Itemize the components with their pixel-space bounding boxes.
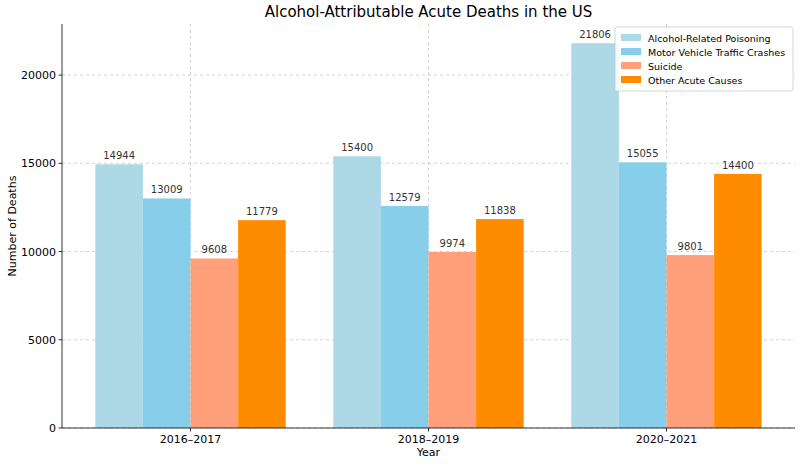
y-tick [59, 428, 63, 429]
y-tick-label: 15000 [21, 157, 56, 170]
axes: 0 5000 10000 15000 20000 2016–2017 2018–2019 20… [21, 24, 795, 446]
y-tick-label: 10000 [21, 246, 56, 259]
bar [381, 206, 429, 428]
y-tick [59, 339, 63, 340]
data-label: 11838 [484, 205, 516, 216]
y-tick [59, 75, 63, 76]
data-label: 15055 [627, 148, 659, 159]
data-label: 14944 [103, 150, 135, 161]
data-label: 9801 [678, 241, 703, 252]
grid [62, 24, 795, 428]
legend-label: Suicide [648, 61, 683, 72]
data-label: 21806 [579, 29, 611, 40]
legend-label: Other Acute Causes [648, 75, 742, 86]
bar [238, 220, 286, 428]
legend-swatch [621, 62, 641, 69]
x-tick [428, 428, 429, 432]
data-label: 9974 [440, 238, 465, 249]
x-tick [666, 428, 667, 432]
bar [143, 198, 191, 428]
x-tick-label: 2016–2017 [160, 433, 222, 446]
bar [714, 174, 762, 428]
legend-label: Alcohol-Related Poisoning [648, 33, 771, 44]
data-label: 11779 [246, 206, 278, 217]
bars [95, 43, 761, 428]
y-tick [59, 251, 63, 252]
bar [333, 156, 381, 428]
title: Alcohol-Attributable Acute Deaths in the… [265, 3, 593, 21]
y-axis-label: Number of Deaths [6, 175, 19, 276]
legend: Alcohol-Related Poisoning Motor Vehicle T… [615, 27, 793, 91]
bar [666, 255, 714, 428]
x-tick [190, 428, 191, 432]
legend-box [615, 27, 793, 91]
data-label: 12579 [389, 192, 421, 203]
y-tick-label: 20000 [21, 69, 56, 82]
data-label: 14400 [722, 160, 754, 171]
x-axis-label: Year [416, 446, 441, 459]
bar [191, 258, 239, 428]
data-label: 15400 [341, 142, 373, 153]
data-label: 13009 [151, 184, 183, 195]
data-labels: 14944 15400 21806 13009 12579 15055 9608 9974 98… [103, 29, 754, 255]
y-tick-label: 0 [49, 422, 56, 435]
bar [476, 219, 524, 428]
legend-swatch [621, 34, 641, 41]
y-axis-line [62, 24, 63, 428]
y-tick-label: 5000 [28, 334, 56, 347]
bar [619, 162, 667, 428]
x-tick-label: 2018–2019 [398, 433, 460, 446]
bar [95, 164, 143, 428]
bar [429, 252, 477, 428]
bar [571, 43, 619, 428]
x-tick-label: 2020–2021 [636, 433, 698, 446]
chart: 14944 15400 21806 13009 12579 15055 9608 9974 98… [0, 0, 800, 464]
legend-swatch [621, 76, 641, 83]
y-tick [59, 163, 63, 164]
data-label: 9608 [202, 244, 227, 255]
legend-label: Motor Vehicle Traffic Crashes [648, 47, 785, 58]
legend-swatch [621, 48, 641, 55]
